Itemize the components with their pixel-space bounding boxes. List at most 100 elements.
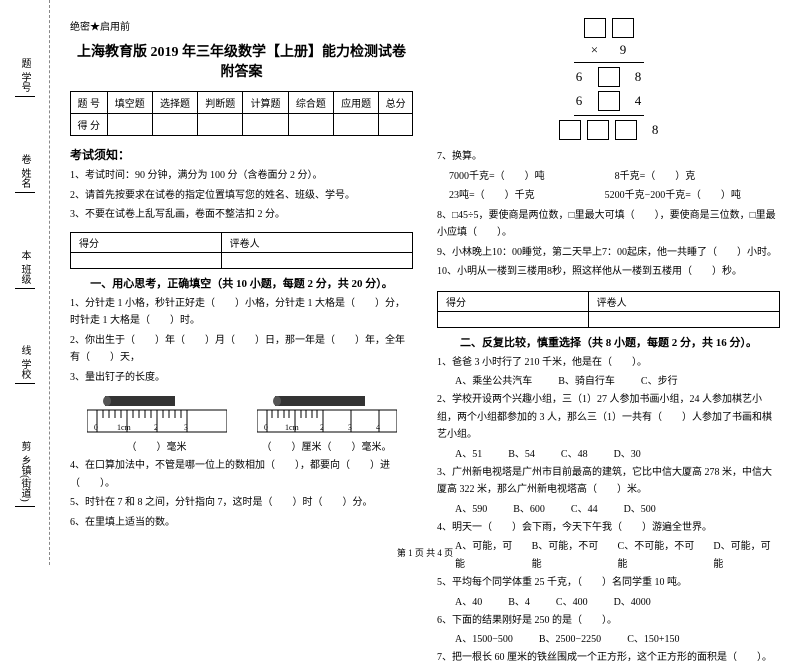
question: 4、在口算加法中，不管是哪一位上的数相加（ ），都要向（ ）进（ ）。 (70, 457, 413, 492)
question: 5、时针在 7 和 8 之间，分针指向 7，这时是（ ）时（ ）分。 (70, 494, 413, 512)
opt: A、1500−500 (455, 631, 513, 649)
calc-row: 8 (559, 120, 659, 140)
svg-text:0: 0 (94, 423, 98, 432)
bind-dot: 卷 (17, 154, 32, 164)
svg-text:3: 3 (348, 423, 352, 432)
content-area: 绝密★启用前 上海教育版 2019 年三年级数学【上册】能力检测试卷 附答案 题… (50, 0, 800, 565)
bind-line (15, 383, 35, 384)
cell: 评卷人 (588, 291, 779, 311)
mult-sign: × (591, 42, 598, 58)
svg-text:0: 0 (264, 423, 268, 432)
bind-label: 学校 (17, 359, 32, 379)
options: A、590 B、600 C、44 D、500 (437, 501, 780, 519)
calc-row: 6 8 (576, 67, 642, 87)
question: 2、你出生于（ ）年（ ）月（ ）日，那一年是（ ）年，全年有（ ）天， (70, 332, 413, 367)
cell (288, 114, 333, 136)
cell: 得分 (71, 232, 222, 252)
opt: D、500 (624, 501, 656, 519)
digit: 6 (576, 69, 583, 85)
question: 4、明天一（ ）会下雨，今天下午我（ ）游遍全世界。 (437, 519, 780, 537)
bind-item-3: 线 学校 (15, 345, 35, 384)
options: A、1500−500 B、2500−2250 C、150+150 (437, 631, 780, 649)
opt: B、2500−2250 (539, 631, 601, 649)
notice-heading: 考试须知： (70, 146, 413, 163)
svg-text:1cm: 1cm (117, 423, 132, 432)
blank-box (615, 120, 637, 140)
secret-label: 绝密★启用前 (70, 18, 413, 33)
opt: A、乘坐公共汽车 (455, 373, 532, 391)
blank-box (612, 18, 634, 38)
bind-line (15, 192, 35, 193)
bind-label: 姓名 (17, 168, 32, 188)
blank-box (587, 120, 609, 140)
opt: C、44 (571, 501, 598, 519)
blank-box (598, 91, 620, 111)
table-row: 得分 评卷人 (71, 232, 413, 252)
blank-box (559, 120, 581, 140)
table-row: 得 分 (71, 114, 413, 136)
blank-box (584, 18, 606, 38)
question: 5、平均每个同学体重 25 千克，（ ）名同学重 10 吨。 (437, 574, 780, 592)
ruler-svg: 0 1cm 2 3 (87, 394, 227, 436)
opt: B、骑自行车 (558, 373, 615, 391)
question: 3、广州新电视塔是广州市目前最高的建筑，它比中信大厦高 278 米，中信大厦高 … (437, 464, 780, 499)
th: 总分 (379, 92, 413, 114)
th: 判断题 (198, 92, 243, 114)
bind-line (15, 96, 35, 97)
th: 填空题 (107, 92, 152, 114)
opt: A、51 (455, 446, 482, 464)
opt: B、54 (508, 446, 535, 464)
ruler-icon: 0 1cm 2 3 (87, 394, 227, 436)
bind-item-2: 本 班级 (15, 250, 35, 289)
digit: 8 (635, 69, 642, 85)
bind-dot: 题 (17, 58, 32, 68)
svg-text:1cm: 1cm (285, 423, 300, 432)
notice-item: 1、考试时间：90 分钟，满分为 100 分（含卷面分 2 分）。 (70, 167, 413, 185)
page-footer: 第 1 页 共 4 页 (50, 546, 800, 559)
cell (438, 311, 589, 327)
bind-line (15, 288, 35, 289)
svg-text:2: 2 (320, 423, 324, 432)
cell: 得分 (438, 291, 589, 311)
ruler-2: 0 1cm 2 3 4 （ ）厘米（ ）毫米。 (257, 394, 397, 453)
svg-text:3: 3 (184, 423, 188, 432)
cell (588, 311, 779, 327)
cell: 评卷人 (221, 232, 412, 252)
bind-item-4: 剪 乡镇(街道) (15, 441, 35, 507)
ruler1-label: （ ）毫米 (87, 438, 227, 453)
calc-row: × 9 (591, 42, 627, 58)
opt: C、48 (561, 446, 588, 464)
bind-label: 学号 (17, 72, 32, 92)
exam-title: 上海教育版 2019 年三年级数学【上册】能力检测试卷 附答案 (70, 41, 413, 81)
table-row: 题 号 填空题 选择题 判断题 计算题 综合题 应用题 总分 (71, 92, 413, 114)
question: 9、小林晚上10：00睡觉，第二天早上7：00起床，他一共睡了（ ）小时。 (437, 244, 780, 262)
opt: D、4000 (614, 594, 651, 612)
question: 10、小明从一楼到三楼用8秒，照这样他从一楼到五楼用（ ）秒。 (437, 263, 780, 281)
question: 6、在里填上适当的数。 (70, 514, 413, 532)
question: 7、把一根长 60 厘米的铁丝围成一个正方形，这个正方形的面积是（ ）。 (437, 649, 780, 667)
exam-page: 题 学号 卷 姓名 本 班级 线 学校 剪 乡镇(街道) 绝密★启用前 上海教育… (0, 0, 800, 565)
cell (71, 252, 222, 268)
sub-score-table: 得分 评卷人 (437, 291, 780, 328)
question: 7、换算。 (437, 148, 780, 166)
table-row: 得分 评卷人 (438, 291, 780, 311)
opt: B、4 (508, 594, 530, 612)
notice-item: 2、请首先按要求在试卷的指定位置填写您的姓名、班级、学号。 (70, 187, 413, 205)
bind-dot: 本 (17, 250, 32, 260)
bind-line (15, 506, 35, 507)
calc-row (584, 18, 634, 38)
calc-line (574, 62, 644, 63)
cell (221, 252, 412, 268)
question: 2、学校开设两个兴趣小组，三（1）27 人参加书画小组，24 人参加棋艺小组，两… (437, 391, 780, 444)
cell (198, 114, 243, 136)
cell (152, 114, 197, 136)
bind-item-1: 卷 姓名 (15, 154, 35, 193)
question-sub: 23吨=（ ）千克 5200千克−200千克=（ ）吨 (437, 187, 780, 205)
notice-list: 1、考试时间：90 分钟，满分为 100 分（含卷面分 2 分）。 2、请首先按… (70, 167, 413, 226)
digit: 4 (635, 93, 642, 109)
binding-margin: 题 学号 卷 姓名 本 班级 线 学校 剪 乡镇(街道) (0, 0, 50, 565)
options: A、40 B、4 C、400 D、4000 (437, 594, 780, 612)
ruler-icon: 0 1cm 2 3 4 (257, 394, 397, 436)
svg-text:2: 2 (154, 423, 158, 432)
blank-box (598, 67, 620, 87)
